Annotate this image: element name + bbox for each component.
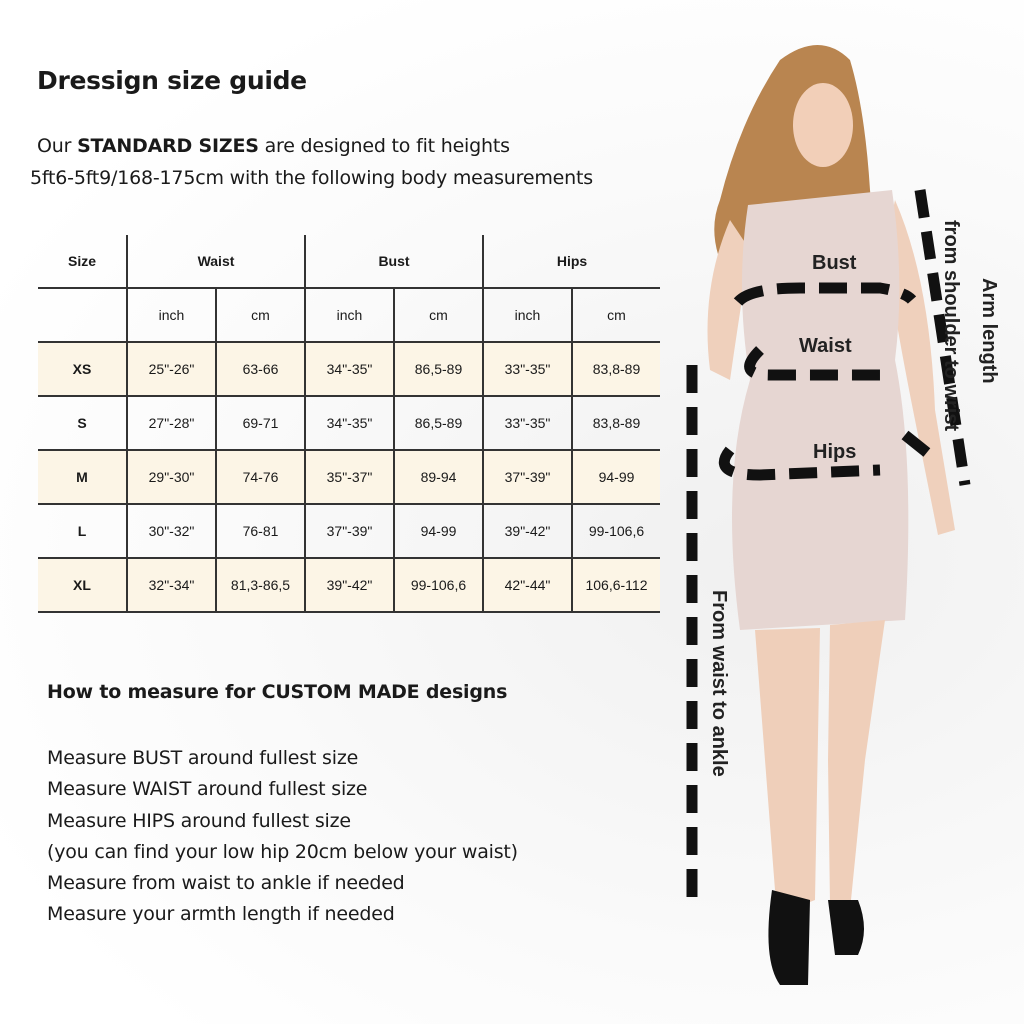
value-cell: 33"-35" [482,342,572,397]
shoes [768,890,864,985]
value-cell: 74-76 [215,450,305,505]
table-header-row: Size Waist Bust Hips [38,235,660,289]
value-cell: 94-99 [393,504,483,559]
header-size: Size [38,235,127,289]
unit-blank [38,288,127,343]
unit: cm [215,288,305,343]
dress [732,190,909,630]
header-hips: Hips [482,235,660,289]
step: Measure from waist to ankle if needed [47,872,405,895]
unit: inch [304,288,394,343]
size-cell: XS [38,342,127,397]
table-unit-row: inch cm inch cm inch cm [38,288,660,343]
waist-label: Waist [799,335,852,357]
table-row: S 27"-28" 69-71 34"-35" 86,5-89 33"-35" 83,8-8… [38,396,660,451]
page-title: Dressign size guide [37,66,307,95]
legs [755,620,885,910]
value-cell: 81,3-86,5 [215,558,305,613]
value-cell: 76-81 [215,504,305,559]
step: Measure HIPS around fullest size [47,809,351,832]
intro-suffix: are designed to fit heights [258,135,510,157]
value-cell: 69-71 [215,396,305,451]
value-cell: 94-99 [571,450,660,505]
arm-tape [914,189,971,486]
hips-tape [718,430,934,481]
value-cell: 42"-44" [482,558,572,613]
value-cell: 99-106,6 [571,504,660,559]
value-cell: 34"-35" [304,396,394,451]
step: Measure BUST around fullest size [47,747,359,769]
unit: inch [126,288,216,343]
unit: cm [571,288,660,343]
model-illustration [686,45,971,985]
custom-heading: How to measure for CUSTOM MADE designs [47,681,508,703]
size-cell: S [38,396,127,451]
value-cell: 30"-32" [126,504,216,559]
value-cell: 37"-39" [304,504,394,559]
bust-label: Bust [812,252,857,274]
table-row: XL 32"-34" 81,3-86,5 39"-42" 99-106,6 42"-44"… [38,558,660,613]
waist-ankle-label: From waist to ankle [708,590,730,777]
value-cell: 34"-35" [304,342,394,397]
shoulder-wrist-label: from shoulder to wrist [940,220,962,432]
value-cell: 33"-35" [482,396,572,451]
intro-prefix: Our [37,135,78,157]
step: (you can find your low hip 20cm below yo… [47,840,518,863]
table-row: L 30"-32" 76-81 37"-39" 94-99 39"-42" 99-106,6 [38,504,660,559]
unit: inch [482,288,572,343]
waist-tape [744,346,890,381]
size-table: Size Waist Bust Hips inch cm inch cm inc… [38,235,660,613]
value-cell: 25"-26" [126,342,216,397]
value-cell: 37"-39" [482,450,572,505]
model-figure: Bust Waist Hips Arm length from shoulder… [680,30,1024,1024]
value-cell: 63-66 [215,342,305,397]
custom-steps: Measure BUST around fullest size Measure… [47,743,518,931]
value-cell: 86,5-89 [393,342,483,397]
arm-length-label: Arm length [978,278,1000,384]
size-cell: M [38,450,127,505]
face [793,83,853,167]
size-cell: L [38,504,127,559]
step: Measure WAIST around fullest size [47,778,368,801]
value-cell: 39"-42" [482,504,572,559]
value-cell: 99-106,6 [393,558,483,613]
value-cell: 32"-34" [126,558,216,613]
step: Measure your armth length if needed [47,903,395,926]
value-cell: 29"-30" [126,450,216,505]
table-row: XS 25"-26" 63-66 34"-35" 86,5-89 33"-35" 83,8-… [38,342,660,397]
header-waist: Waist [126,235,305,289]
value-cell: 27"-28" [126,396,216,451]
table-row: M 29"-30" 74-76 35"-37" 89-94 37"-39" 94-99 [38,450,660,505]
bust-tape [733,282,917,306]
unit: cm [393,288,483,343]
value-cell: 86,5-89 [393,396,483,451]
intro-bold: STANDARD SIZES [77,135,259,157]
intro-line2: 5ft6-5ft9/168-175cm with the following b… [30,167,593,189]
value-cell: 89-94 [393,450,483,505]
size-cell: XL [38,558,127,613]
value-cell: 106,6-112 [571,558,660,613]
intro-text: Our STANDARD SIZES are designed to fit h… [30,130,593,194]
value-cell: 83,8-89 [571,342,660,397]
value-cell: 35"-37" [304,450,394,505]
header-bust: Bust [304,235,483,289]
value-cell: 39"-42" [304,558,394,613]
value-cell: 83,8-89 [571,396,660,451]
hips-label: Hips [813,441,857,463]
